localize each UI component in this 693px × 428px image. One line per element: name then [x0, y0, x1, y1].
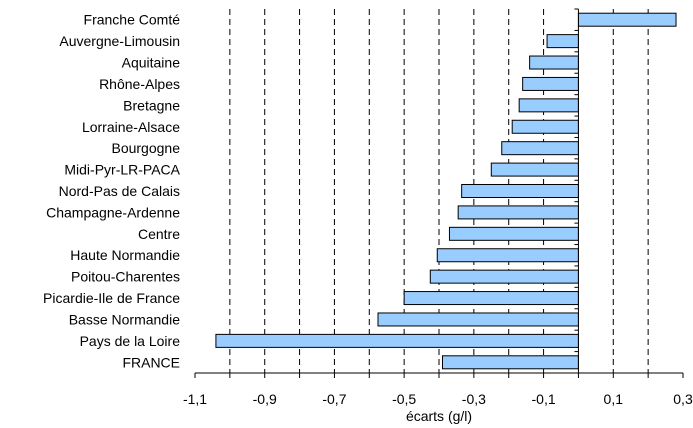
category-label: Poitou-Charentes [71, 269, 180, 285]
x-tick-label: -0,5 [392, 391, 416, 407]
axes [194, 8, 684, 378]
category-label: Basse Normandie [69, 311, 180, 327]
bar [490, 162, 579, 177]
tick-labels: -1,1 -0,9 -0,7 -0,5 -0,3 -0,1 0,1 0,3 [183, 391, 693, 407]
bar [403, 291, 579, 306]
x-tick-label: -1,1 [183, 391, 207, 407]
category-label: Pays de la Loire [80, 333, 181, 349]
category-labels: Franche Comté Auvergne-Limousin Aquitaine R… [43, 12, 181, 371]
category-label: Franche Comté [84, 12, 181, 28]
bar [511, 119, 579, 134]
bar [448, 226, 579, 241]
x-tick-label: -0,1 [532, 391, 556, 407]
bar [441, 355, 579, 370]
category-label: Rhône-Alpes [99, 76, 180, 92]
bar [457, 205, 579, 220]
x-tick-label: -0,3 [462, 391, 486, 407]
category-label: Auvergne-Limousin [59, 33, 180, 49]
category-label: Aquitaine [122, 55, 181, 71]
bar [546, 34, 579, 49]
category-label: Nord-Pas de Calais [59, 183, 180, 199]
bar [577, 12, 677, 27]
category-label: Midi-Pyr-LR-PACA [64, 162, 180, 178]
category-label: Lorraine-Alsace [82, 119, 180, 135]
bar [529, 55, 579, 70]
category-label: Champagne-Ardenne [46, 204, 180, 220]
x-tick-label: 0,3 [673, 391, 693, 407]
category-label: Haute Normandie [70, 247, 180, 263]
category-label: FRANCE [122, 354, 180, 370]
category-label: Bretagne [123, 97, 180, 113]
bar [377, 312, 579, 327]
bar [429, 269, 579, 284]
bars [215, 12, 677, 370]
x-tick-label: -0,7 [322, 391, 346, 407]
bar [518, 98, 579, 113]
x-tick-label: 0,1 [604, 391, 624, 407]
category-label: Bourgogne [111, 140, 180, 156]
bar [501, 141, 579, 156]
x-axis-title: écarts (g/l) [406, 408, 472, 424]
category-label: Picardie-Ile de France [43, 290, 180, 306]
bar [436, 248, 579, 263]
x-tick-label: -0,9 [253, 391, 277, 407]
bar [461, 184, 579, 198]
bar [522, 76, 579, 91]
bar [215, 333, 579, 348]
category-label: Centre [138, 226, 180, 242]
